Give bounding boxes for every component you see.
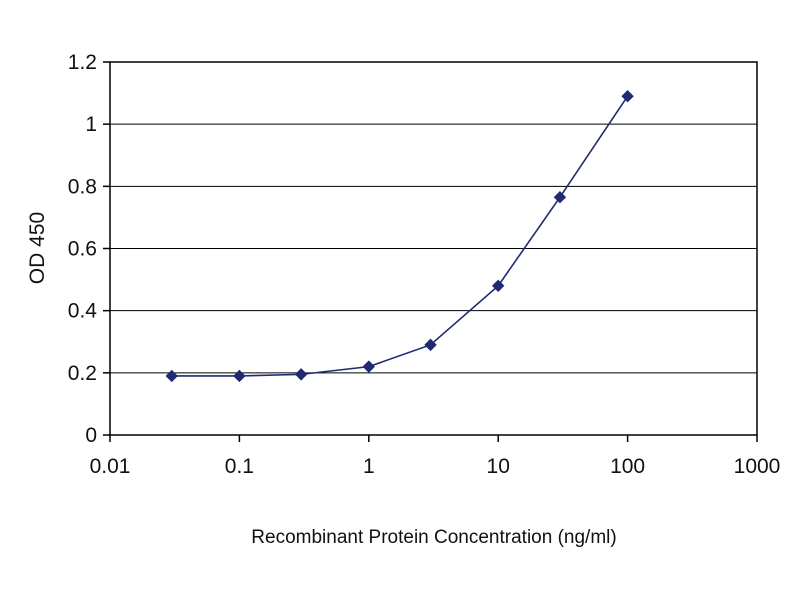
x-axis-title: Recombinant Protein Concentration (ng/ml… bbox=[251, 527, 617, 548]
y-tick-label: 0.6 bbox=[68, 238, 97, 261]
data-point-marker bbox=[362, 360, 376, 373]
data-point-marker bbox=[165, 369, 178, 383]
x-tick-label: 10 bbox=[487, 455, 510, 478]
y-axis-title: OD 450 bbox=[26, 211, 49, 285]
y-tick-label: 0.2 bbox=[68, 362, 97, 385]
y-tick-label: 0 bbox=[85, 424, 97, 447]
data-point-marker bbox=[233, 369, 246, 383]
series-line bbox=[171, 95, 629, 377]
y-tick-label: 1 bbox=[85, 113, 97, 136]
x-tick-label: 0.01 bbox=[90, 455, 131, 478]
x-tick-label: 1000 bbox=[734, 455, 781, 478]
x-tick-label: 100 bbox=[610, 455, 645, 478]
data-point-marker bbox=[553, 191, 567, 204]
data-point-marker bbox=[621, 89, 634, 103]
x-tick-label: 1 bbox=[363, 455, 375, 478]
y-tick-label: 0.4 bbox=[68, 300, 98, 323]
data-point-marker bbox=[294, 368, 308, 381]
x-tick-label: 0.1 bbox=[225, 455, 254, 478]
data-point-marker bbox=[424, 338, 437, 352]
y-tick-label: 1.2 bbox=[68, 51, 97, 74]
y-tick-label: 0.8 bbox=[68, 175, 97, 198]
data-point-marker bbox=[491, 279, 505, 293]
